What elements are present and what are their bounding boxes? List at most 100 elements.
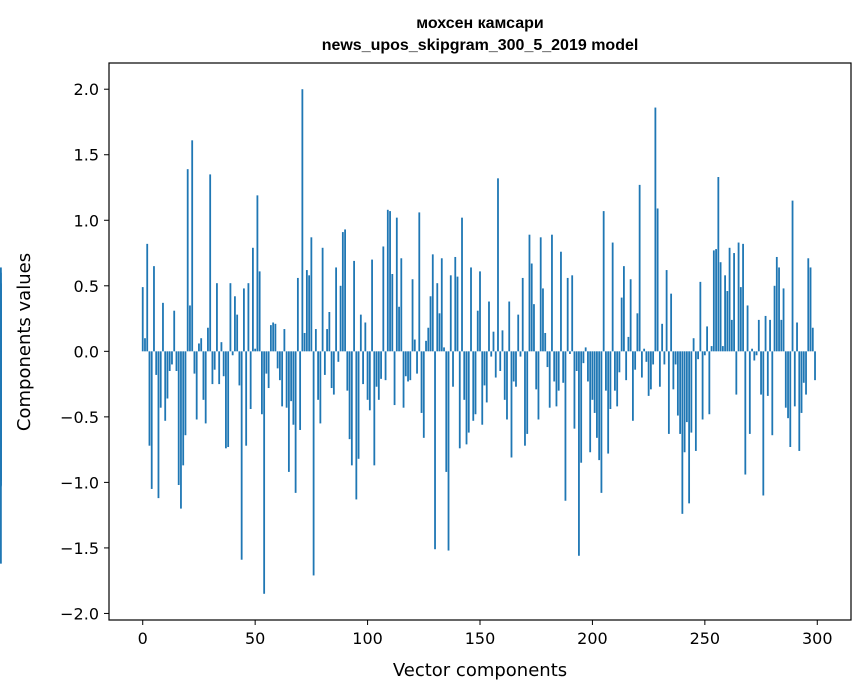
bar [416,351,418,374]
bar [249,351,252,409]
bar [598,351,601,461]
bar [384,351,387,381]
bar [814,351,816,381]
bar [526,351,529,434]
bar [476,310,479,352]
bar [681,351,684,514]
bar [310,237,313,352]
bar [699,281,702,352]
bar [157,351,160,499]
bar [544,332,547,352]
bar [703,351,706,356]
bar [672,351,675,390]
bar [611,242,614,352]
bar [614,351,616,391]
bar [368,351,371,411]
bar [256,195,259,352]
bar [649,351,652,390]
bar [512,351,515,382]
bar [245,351,248,446]
bar [557,351,560,391]
bar [359,314,362,352]
bar [382,246,385,352]
bar [175,351,178,371]
bar [719,262,722,352]
bar [173,310,176,352]
bar [465,351,468,445]
bar [661,323,664,352]
bar [517,314,520,352]
bar [252,247,254,352]
bar [296,277,299,352]
bar [807,258,810,352]
bar [263,351,266,594]
bar [234,296,236,352]
bar [195,351,198,420]
bar [710,346,713,352]
bar [155,351,158,375]
bar [802,351,805,383]
bar [798,351,801,451]
bar [733,253,735,352]
bar [479,271,481,352]
bar [467,351,470,433]
bar [573,351,576,429]
bar [254,348,257,352]
bar [638,184,641,352]
bar [427,327,430,352]
bar [389,211,391,352]
bar [0,284,2,352]
x-tick-label: 300 [802,629,833,648]
bar [618,351,621,373]
bar [746,305,749,352]
bar [778,267,780,352]
bar [362,351,364,385]
bar [748,351,751,434]
bar [283,329,286,352]
bar [285,351,288,408]
bar [243,288,245,352]
bar [220,342,223,352]
bar [436,283,439,352]
bar [667,351,670,434]
bar [600,351,603,493]
bar [470,267,472,352]
bar [418,212,421,352]
bar [305,270,308,352]
bar [321,247,324,352]
bar [148,351,151,446]
bar [238,351,241,386]
bar [458,351,461,449]
bar [524,351,526,446]
bar [180,351,182,509]
bar [449,275,452,352]
bar [312,351,315,576]
bar [398,306,400,352]
bar [150,351,153,489]
bar [236,314,239,352]
bar [0,351,2,377]
bar [553,351,556,382]
bar [314,329,317,352]
bar [499,351,502,371]
bar [676,351,679,416]
bar [472,351,475,421]
x-axis-ticks: 0 50 100 150 200 250 300 [138,620,833,648]
bar [519,351,522,357]
bar [177,351,180,486]
bar [645,351,648,362]
bar [697,351,699,360]
bar [751,348,753,352]
x-tick-label: 150 [465,629,496,648]
bar [326,329,328,352]
bar [193,351,196,374]
bar [623,266,625,352]
bar [0,340,2,352]
bar [303,332,306,352]
bar [501,330,504,352]
bar [490,351,493,357]
bar [735,351,738,395]
bar [375,351,378,387]
bar [485,351,488,403]
bar [643,348,646,352]
